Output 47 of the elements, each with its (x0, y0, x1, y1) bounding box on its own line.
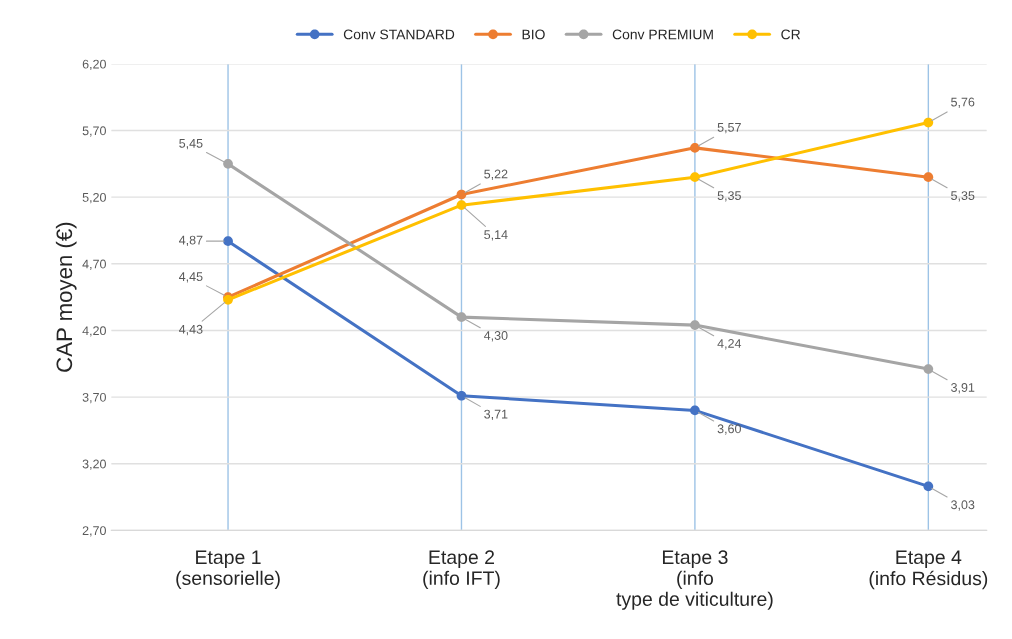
data-label: 4,43 (179, 324, 203, 336)
data-label: 3,03 (951, 500, 975, 511)
y-tick-label: 5,70 (82, 126, 106, 137)
point (923, 364, 934, 374)
point (456, 189, 467, 200)
data-label: 3,71 (484, 409, 508, 421)
legend-label: CR (781, 29, 801, 40)
data-label: 3,60 (717, 424, 741, 435)
legend-label: Conv PREMIUM (612, 29, 713, 40)
data-label: 5,76 (951, 97, 975, 108)
x-tick-label: Etape 1 (sensorielle) (176, 550, 280, 589)
data-label: 5,14 (484, 230, 508, 241)
point (456, 312, 467, 322)
y-axis-title: CAP moyen (€) (55, 222, 77, 372)
point (690, 172, 700, 183)
point (456, 200, 467, 211)
x-tick-label: Etape 3 (info type de viticulture) (616, 550, 773, 610)
point (690, 320, 700, 330)
point (923, 172, 934, 183)
data-label: 4,24 (717, 339, 742, 350)
y-tick-label: 6,20 (82, 59, 106, 71)
point (923, 481, 934, 492)
legend-label: BIO (522, 29, 545, 40)
y-tick-label: 2,70 (82, 526, 106, 537)
data-label: 4,87 (179, 235, 203, 246)
x-tick-label: Etape 4 (info Résidus) (869, 550, 988, 590)
data-label: 5,35 (717, 191, 741, 202)
data-label: 5,35 (951, 191, 975, 202)
point (223, 159, 233, 169)
point (690, 405, 700, 416)
y-tick-label: 3,70 (82, 392, 106, 404)
data-label: 5,57 (717, 123, 741, 134)
point (223, 236, 233, 247)
data-label: 5,22 (484, 169, 508, 180)
data-label: 4,30 (483, 331, 508, 342)
data-label: 4,45 (179, 272, 203, 283)
y-tick-label: 3,20 (82, 459, 106, 470)
point (690, 143, 700, 153)
point (923, 117, 934, 128)
y-tick-label: 5,20 (82, 192, 106, 204)
data-label: 3,91 (951, 383, 975, 394)
y-tick-label: 4,70 (82, 259, 106, 270)
x-tick-label: Etape 2 (info IFT) (423, 550, 500, 589)
point (456, 390, 467, 401)
legend-label: Conv STANDARD (343, 29, 455, 40)
y-tick-label: 4,20 (82, 326, 106, 337)
data-label: 5,45 (179, 139, 203, 150)
